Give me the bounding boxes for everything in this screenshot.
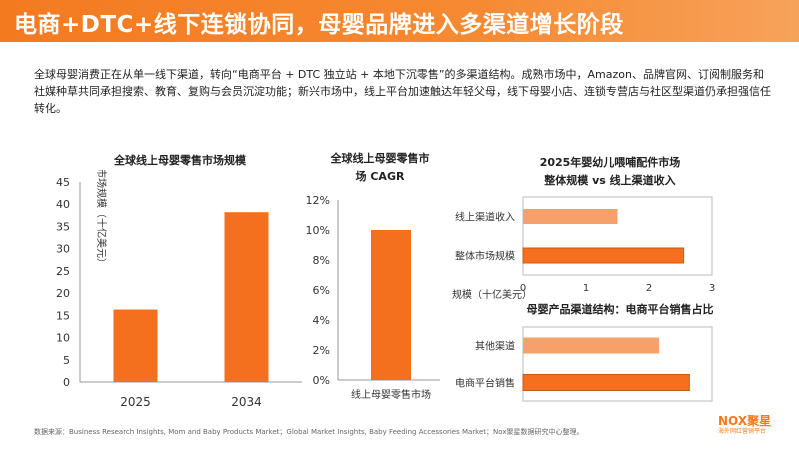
intro-paragraph: 全球母婴消费正在从单一线下渠道，转向“电商平台 + DTC 独立站 + 本地下沉… [34,68,771,115]
chart1-x-tick: 2025 [120,395,151,409]
chart1-y-tick: 15 [56,309,70,322]
chart2-title-line1: 全球线上母婴零售市 [330,152,430,165]
chart2-title: 全球线上母婴零售市 场 CAGR [320,150,440,186]
chart1-y-label: 市场规模（十亿美元） [95,170,108,268]
chart4-bar [523,337,660,354]
chart1-y-tick: 20 [56,287,70,300]
chart2-y-tick: 4% [313,314,330,327]
chart2-x-tick: 线上母婴零售市场 [351,388,431,401]
chart1-y-tick: 5 [63,354,70,367]
chart1-x-tick: 2034 [231,395,262,409]
chart1-y-tick: 40 [56,198,70,211]
chart3-x-tick: 1 [583,283,589,294]
chart3-bar [523,209,618,224]
chart3-bar [522,247,685,264]
chart3-plot-frame [522,196,713,276]
chart3-title-line2: 整体规模 vs 线上渠道收入 [544,174,676,187]
chart2-y-tick: 12% [306,194,330,207]
data-source-note: 数据来源：Business Research Insights, Mom and… [34,428,584,436]
header-banner: 电商+DTC+线下连锁协同，母婴品牌进入多渠道增长阶段 [0,0,799,42]
chart2-y-tick: 10% [306,224,330,237]
chart2-y-tick: 2% [313,344,330,357]
chart3-x-tick: 3 [709,283,715,294]
chart1-bar [224,212,269,382]
chart4-category-label: 电商平台销售 [455,377,515,390]
chart4-bar [522,374,690,391]
chart1-y-tick: 0 [63,376,70,389]
chart1-y-tick: 45 [56,176,70,189]
chart2-title-line2: 场 CAGR [355,170,405,183]
chart3-category-label: 线上渠道收入 [455,211,515,224]
chart2-cagr: 0% 2% 4% 6% 8% 10% 12% 线上母婴零售市场 [306,194,440,401]
chart2-bar [371,230,411,380]
chart3-x-tick: 2 [646,283,652,294]
chart3-title-line1: 2025年婴幼儿喂哺配件市场 [539,156,681,169]
chart2-y-tick: 6% [313,284,330,297]
chart1-y-tick: 35 [56,220,70,233]
chart4-plot-frame [522,326,713,402]
chart3-title: 2025年婴幼儿喂哺配件市场 整体规模 vs 线上渠道收入 [500,154,720,190]
chart4-category-label: 其他渠道 [475,340,515,353]
logo-subtext: 海外网红营销平台 [718,428,767,435]
chart3-category-label: 整体市场规模 [455,250,515,263]
chart1-bar [113,309,158,382]
logo-text: NOX聚星 [718,414,772,428]
chart2-y-tick: 0% [313,374,330,387]
chart1-y-tick: 25 [56,265,70,278]
chart2-y-tick: 8% [313,254,330,267]
nox-logo: NOX聚星 海外网红营销平台 [718,414,778,442]
page-title: 电商+DTC+线下连锁协同，母婴品牌进入多渠道增长阶段 [14,12,624,38]
chart3-x-label: 规模（十亿美元） [452,288,532,301]
chart3-x-tick: 0 [520,283,526,294]
chart1-y-tick: 30 [56,243,70,256]
chart1-title: 全球线上母婴零售市场规模 [114,154,246,167]
chart4-title: 母婴产品渠道结构：电商平台销售占比 [526,303,714,316]
chart1-y-tick: 10 [56,332,70,345]
